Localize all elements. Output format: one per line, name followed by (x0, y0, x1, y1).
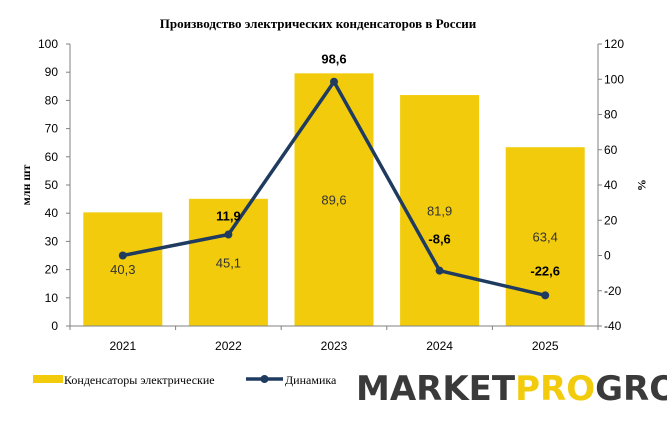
right-tick-label: 100 (604, 72, 624, 86)
left-tick-label: 100 (38, 37, 58, 51)
chart-title: Производство электрических конденсаторов… (160, 16, 477, 31)
left-tick-label: 50 (45, 178, 59, 192)
bar-value-label: 81,9 (427, 204, 452, 219)
line-point-2022 (224, 230, 233, 239)
y-axis-title: млн шт (19, 164, 33, 205)
right-tick-label: 40 (604, 178, 618, 192)
x-tick-label: 2021 (109, 339, 136, 353)
brand-logo-part-market: MARKET (356, 369, 516, 409)
legend-marker-line (260, 375, 269, 383)
legend-swatch-bar (33, 375, 63, 383)
right-tick-label: 0 (604, 249, 611, 263)
left-tick-label: 30 (45, 234, 59, 248)
brand-logo-part-group: GROUP (595, 369, 667, 409)
brand-logo-part-pro: PRO (515, 369, 595, 409)
left-tick-label: 60 (45, 150, 59, 164)
line-value-label: -22,6 (530, 263, 560, 278)
line-point-2023 (330, 77, 338, 86)
bar-value-label: 89,6 (321, 193, 346, 208)
svg-text:MARKETPROGROUP: MARKETPROGROUP (356, 369, 667, 409)
left-tick-label: 20 (45, 263, 59, 277)
line-point-2021 (118, 251, 127, 260)
left-tick-label: 90 (45, 65, 59, 79)
bar-2024 (400, 95, 480, 327)
line-series: 11,9 98,6 -8,6 -22,6 (118, 52, 560, 300)
left-tick-label: 40 (45, 206, 59, 220)
bar-value-label: 40,3 (110, 262, 135, 277)
bar-value-label: 63,4 (533, 230, 558, 245)
line-value-label: 98,6 (321, 52, 346, 67)
bar-2021 (83, 212, 163, 326)
line-point-2025 (541, 291, 550, 300)
line-value-label: -8,6 (428, 232, 450, 247)
bar-2022 (188, 198, 268, 326)
x-tick-label: 2024 (426, 339, 453, 353)
bar-value-label: 45,1 (216, 255, 241, 270)
legend-label-line: Динамика (285, 373, 337, 387)
line-value-label: 11,9 (216, 209, 241, 224)
right-tick-label: 60 (604, 143, 618, 157)
x-tick-label: 2025 (532, 339, 559, 353)
legend: Конденсаторы электрические Динамика (33, 373, 337, 387)
brand-logo: MARKETPROGROUP (356, 369, 667, 409)
axes: 0 10 20 30 40 50 60 70 80 90 100 -40 -20 0 20 40 60 80 100… (19, 37, 649, 353)
right-tick-label: -20 (604, 284, 622, 298)
left-tick-label: 10 (45, 291, 59, 305)
bar-2023 (294, 73, 374, 326)
left-tick-label: 70 (45, 122, 59, 136)
y2-axis-title: % (635, 179, 649, 191)
left-tick-label: 80 (45, 93, 59, 107)
right-tick-label: 120 (604, 37, 624, 51)
line-point-2024 (435, 266, 444, 275)
x-tick-label: 2023 (321, 339, 348, 353)
right-tick-label: 20 (604, 213, 618, 227)
left-tick-label: 0 (51, 319, 58, 333)
right-tick-label: 80 (604, 108, 618, 122)
right-tick-label: -40 (604, 319, 622, 333)
legend-label-bar: Конденсаторы электрические (64, 373, 215, 387)
x-tick-label: 2022 (215, 339, 242, 353)
